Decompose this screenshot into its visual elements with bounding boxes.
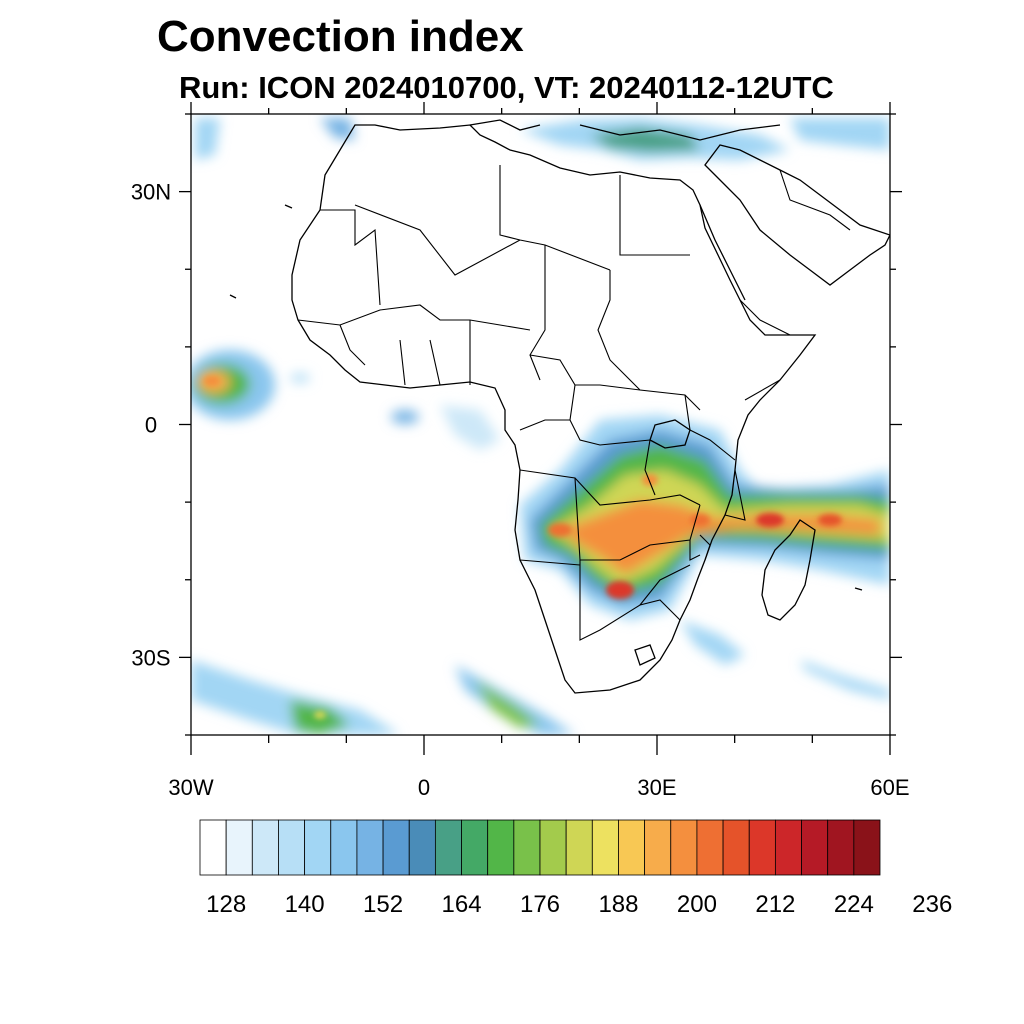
colorbar-box bbox=[225, 819, 253, 876]
coastlines bbox=[229, 119, 890, 694]
lon-tick-label: 0 bbox=[418, 775, 430, 800]
colorbar-box bbox=[644, 819, 672, 876]
colorbar-box bbox=[251, 819, 279, 876]
colorbar-label: 212 bbox=[755, 891, 795, 918]
lat-tick-label: 30S bbox=[131, 645, 170, 670]
colorbar-box bbox=[618, 819, 646, 876]
convection-field bbox=[191, 118, 890, 735]
colorbar-label: 236 bbox=[912, 891, 952, 918]
lon-tick-label: 30E bbox=[637, 775, 676, 800]
colorbar-box bbox=[591, 819, 619, 876]
colorbar-label: 164 bbox=[442, 891, 482, 918]
colorbar-box bbox=[382, 819, 410, 876]
colorbar-box bbox=[565, 819, 593, 876]
colorbar-label: 200 bbox=[677, 891, 717, 918]
axis-tick-labels: 30N 0 30S 30W 0 30E 60E bbox=[131, 180, 910, 800]
lat-tick-label: 0 bbox=[145, 413, 157, 438]
colorbar-box bbox=[408, 819, 436, 876]
colorbar-box bbox=[304, 819, 332, 876]
colorbar-box bbox=[696, 819, 724, 876]
plot-frame bbox=[190, 113, 891, 736]
colorbar-box bbox=[853, 819, 881, 876]
colorbar-box bbox=[748, 819, 776, 876]
colorbar-box bbox=[670, 819, 698, 876]
colorbar-box bbox=[722, 819, 750, 876]
colorbar-label: 176 bbox=[520, 891, 560, 918]
chart-title: Convection index bbox=[157, 12, 524, 61]
chart-subtitle: Run: ICON 2024010700, VT: 20240112-12UTC bbox=[179, 70, 834, 105]
colorbar bbox=[199, 819, 881, 876]
colorbar-box bbox=[461, 819, 489, 876]
colorbar-box bbox=[774, 819, 802, 876]
colorbar-box bbox=[199, 819, 227, 876]
colorbar-box bbox=[539, 819, 567, 876]
colorbar-box bbox=[827, 819, 855, 876]
colorbar-tick-labels: 128 140 152 164 176 188 200 212 224 236 bbox=[206, 891, 952, 918]
colorbar-label: 140 bbox=[285, 891, 325, 918]
axis-ticks bbox=[179, 102, 902, 755]
colorbar-box bbox=[487, 819, 515, 876]
colorbar-label: 188 bbox=[598, 891, 638, 918]
colorbar-label: 224 bbox=[834, 891, 874, 918]
country-borders bbox=[297, 165, 851, 641]
lon-tick-label: 30W bbox=[168, 775, 213, 800]
colorbar-box bbox=[434, 819, 462, 876]
colorbar-label: 128 bbox=[206, 891, 246, 918]
lon-tick-label: 60E bbox=[870, 775, 909, 800]
colorbar-label: 152 bbox=[363, 891, 403, 918]
colorbar-box bbox=[801, 819, 829, 876]
colorbar-box bbox=[330, 819, 358, 876]
colorbar-box bbox=[278, 819, 306, 876]
lat-tick-label: 30N bbox=[131, 180, 171, 205]
colorbar-box bbox=[513, 819, 541, 876]
colorbar-box bbox=[356, 819, 384, 876]
